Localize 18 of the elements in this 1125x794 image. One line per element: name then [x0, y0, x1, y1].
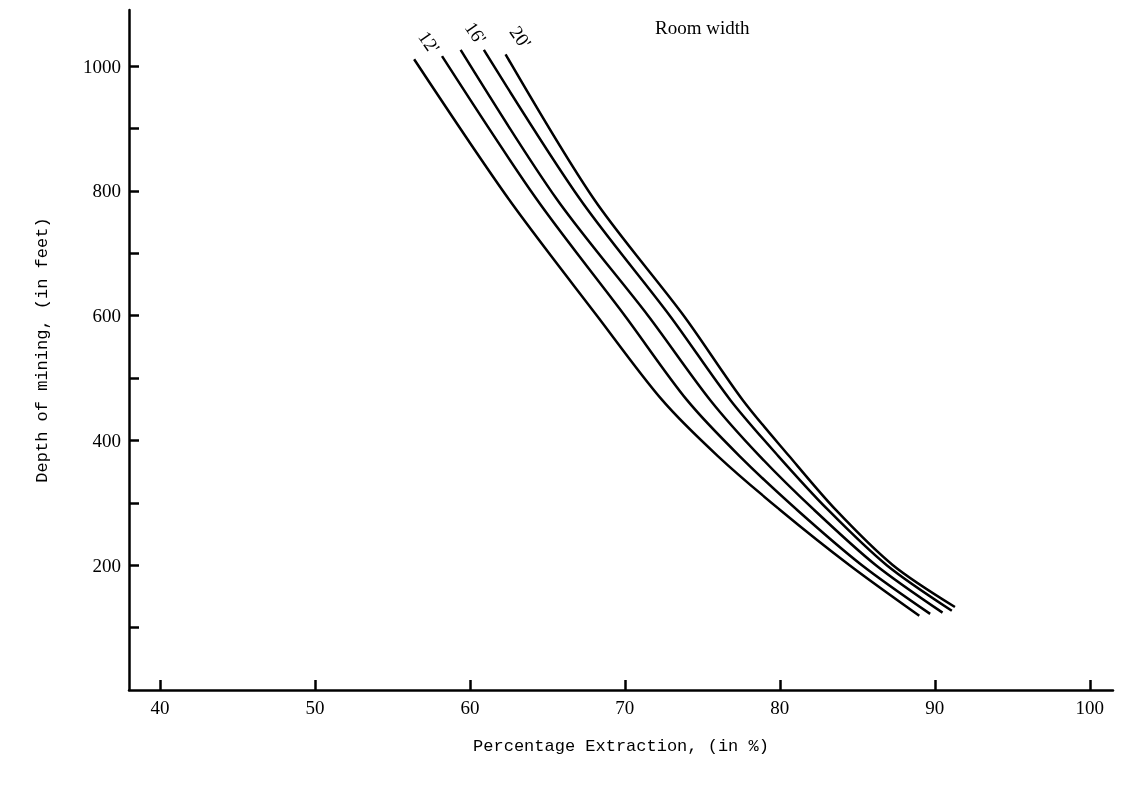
- x-tick-label: 70: [615, 697, 635, 718]
- annotation: Room width: [655, 17, 750, 38]
- x-axis-title: Percentage Extraction, (in %): [473, 737, 769, 756]
- y-axis-title: Depth of mining, (in feet): [33, 217, 52, 483]
- x-tick-label: 50: [305, 697, 325, 718]
- x-tick-label: 80: [770, 697, 790, 718]
- y-tick-label: 400: [92, 429, 121, 451]
- text: 12': [414, 27, 445, 58]
- y-tick-label: 600: [92, 305, 121, 327]
- y-tick-label: 1000: [83, 55, 121, 77]
- x-tick-label: 90: [925, 697, 945, 718]
- x-tick-label: 100: [1075, 697, 1105, 718]
- y-tick-label: 200: [92, 554, 121, 576]
- x-tick-label: 40: [150, 697, 170, 718]
- text: 16': [460, 17, 491, 49]
- x-tick-label: 60: [460, 697, 480, 718]
- y-tick-label: 800: [92, 180, 121, 202]
- text: 20': [505, 22, 536, 53]
